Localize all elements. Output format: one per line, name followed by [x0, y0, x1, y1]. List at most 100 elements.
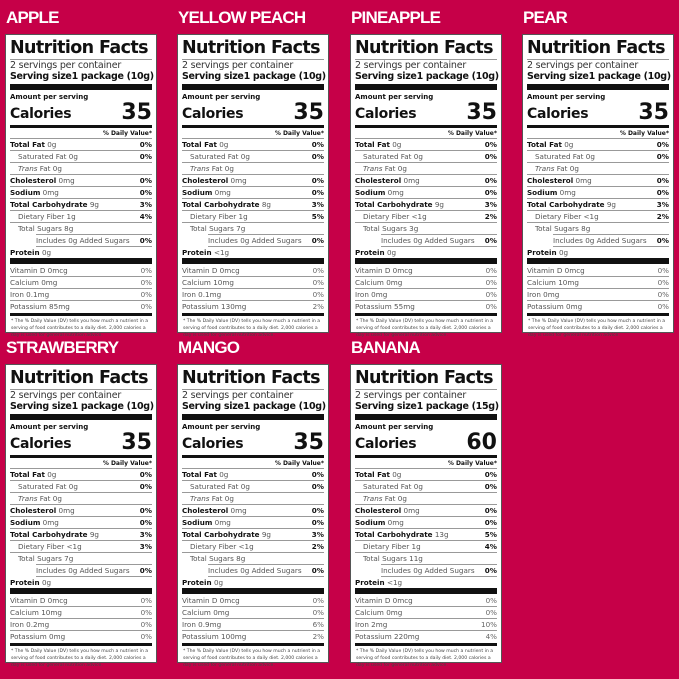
nutrient-row: Trans Fat 0g — [527, 163, 669, 175]
nutrient-name: Vitamin D — [527, 266, 563, 275]
nutrient-name: Protein — [355, 248, 385, 257]
nutrient-label: Iron 0mg — [527, 289, 559, 300]
serving-size-value: 1 package (15g) — [416, 401, 500, 412]
nutrient-name: Fat — [39, 164, 51, 173]
nutrient-row: Cholesterol 0mg 0% — [182, 505, 324, 517]
calories-value: 35 — [121, 100, 152, 125]
nutrient-label: Total Fat 0g — [182, 139, 228, 150]
nutrient-label: Vitamin D 0mcg — [355, 595, 413, 606]
serving-size-value: 1 package (10g) — [416, 71, 500, 82]
divider-medium — [10, 455, 152, 458]
nutrient-daily-value: 3% — [139, 200, 152, 209]
nutrient-label: Includes 0g Added Sugars — [36, 235, 130, 246]
nutrient-daily-value: 0% — [139, 140, 152, 149]
nutrient-amount: 0g — [386, 248, 397, 257]
nutrient-name: Dietary Fiber — [18, 212, 65, 221]
nutrient-label: Sodium 0mg — [355, 517, 404, 528]
nutrient-name: Sodium — [10, 188, 41, 197]
calories-value: 35 — [293, 100, 324, 125]
nutrient-row: Total Carbohydrate 9g 3% — [527, 199, 669, 211]
nutrient-daily-value: 0% — [140, 266, 152, 275]
nutrient-amount: 8g — [261, 200, 271, 209]
nutrient-name: Includes 0g Added Sugars — [208, 566, 302, 575]
nutrient-daily-value: 0% — [657, 266, 669, 275]
nutrient-amount: 9g — [89, 200, 99, 209]
nutrient-amount: 2mg — [371, 620, 388, 629]
nutrient-label: Saturated Fat 0g — [355, 481, 423, 492]
divider-thick — [355, 258, 497, 264]
divider-thick — [182, 258, 324, 264]
nutrient-daily-value: 0% — [311, 140, 324, 149]
servings-per-container: 2 servings per container — [182, 390, 294, 401]
footnote: * The % Daily Value (DV) tells you how m… — [183, 649, 321, 668]
divider-thick — [355, 588, 497, 594]
nutrient-label: Vitamin D 0mcg — [182, 595, 240, 606]
nutrient-amount: 0mg — [575, 176, 592, 185]
nutrient-name: Total Carbohydrate — [10, 530, 88, 539]
calories-value: 35 — [121, 430, 152, 455]
nutrient-daily-value: 3% — [484, 200, 497, 209]
nutrient-amount: 10mg — [41, 608, 62, 617]
nutrient-name: Vitamin D — [10, 596, 46, 605]
nutrient-label: Calcium 0mg — [355, 277, 402, 288]
nutrient-amount: 0mg — [230, 506, 247, 515]
nutrient-row: Total Fat 0g 0% — [355, 139, 497, 151]
nutrient-row: Saturated Fat 0g 0% — [10, 151, 152, 163]
nutrient-daily-value: 6% — [312, 620, 324, 629]
nutrient-amount: 0g — [413, 152, 423, 161]
nutrient-amount: 85mg — [49, 302, 70, 311]
daily-value-header: % Daily Value* — [182, 129, 324, 139]
nutrient-daily-value: 2% — [656, 212, 669, 221]
nutrient-name: Sodium — [182, 518, 213, 527]
divider-thick — [10, 84, 152, 90]
nutrient-row: Trans Fat 0g — [182, 163, 324, 175]
nutrient-daily-value: 0% — [484, 236, 497, 245]
nutrient-amount: 7g — [64, 554, 74, 563]
nutrient-amount: <1g — [411, 212, 427, 221]
nutrient-label: Calcium 10mg — [10, 607, 62, 618]
nutrient-label: Calcium 0mg — [355, 607, 402, 618]
servings-per-container: 2 servings per container — [182, 60, 294, 71]
nutrient-amount: 0g — [47, 470, 57, 479]
nutrient-row: Saturated Fat 0g 0% — [182, 151, 324, 163]
footnote: * The % Daily Value (DV) tells you how m… — [11, 319, 149, 338]
nutrient-amount: 10mg — [213, 278, 234, 287]
nutrient-row: Vitamin D 0mcg 0% — [355, 265, 497, 277]
nutrition-facts-label: Nutrition Facts 2 servings per container S… — [350, 364, 502, 668]
nutrient-amount: <1g — [386, 578, 403, 587]
nutrient-amount: 130mg — [221, 302, 247, 311]
nutrient-row: Vitamin D 0mcg 0% — [355, 595, 497, 607]
nutrient-row: Dietary Fiber 1g 5% — [182, 211, 324, 223]
nutrient-name: Total Sugars — [190, 554, 234, 563]
nutrient-row: Protein 0g — [355, 247, 497, 258]
nutrient-label: Calcium 10mg — [527, 277, 579, 288]
nutrient-row: Vitamin D 0mcg 0% — [10, 595, 152, 607]
nutrient-row: Vitamin D 0mcg 0% — [182, 595, 324, 607]
nutrient-row: Dietary Fiber <1g 3% — [10, 541, 152, 553]
nutrient-label: Cholesterol 0mg — [355, 175, 420, 186]
nutrient-amount: 0g — [68, 152, 78, 161]
nutrient-amount: 8g — [236, 554, 246, 563]
nutrient-row: Total Fat 0g 0% — [355, 469, 497, 481]
nutrient-daily-value: 0% — [139, 506, 152, 515]
nutrient-name: Iron — [355, 620, 369, 629]
divider-thick — [10, 414, 152, 420]
nutrition-facts-label: Nutrition Facts 2 servings per container S… — [177, 34, 329, 338]
nutrient-label: Total Fat 0g — [355, 139, 401, 150]
nutrient-row: Protein 0g — [182, 577, 324, 588]
calories-row: Calories 35 — [10, 432, 152, 454]
nutrient-amount: 0mg — [58, 506, 75, 515]
nutrient-name: Sodium — [182, 188, 213, 197]
nutrient-name: Total Sugars — [363, 224, 407, 233]
nutrient-name: Vitamin D — [10, 266, 46, 275]
nutrient-amount: 0mg — [403, 176, 420, 185]
nutrient-name: Fat — [384, 494, 396, 503]
divider-thick — [527, 258, 669, 264]
nutrient-name: Fat — [211, 164, 223, 173]
nutrient-name: Saturated Fat — [535, 152, 584, 161]
nutrient-row: Potassium 85mg 0% — [10, 301, 152, 312]
nutrient-row: Saturated Fat 0g 0% — [355, 151, 497, 163]
nutrient-amount: 0mg — [403, 506, 420, 515]
nutrient-amount: 0mg — [42, 188, 59, 197]
nutrient-label: Dietary Fiber 1g — [355, 541, 421, 552]
